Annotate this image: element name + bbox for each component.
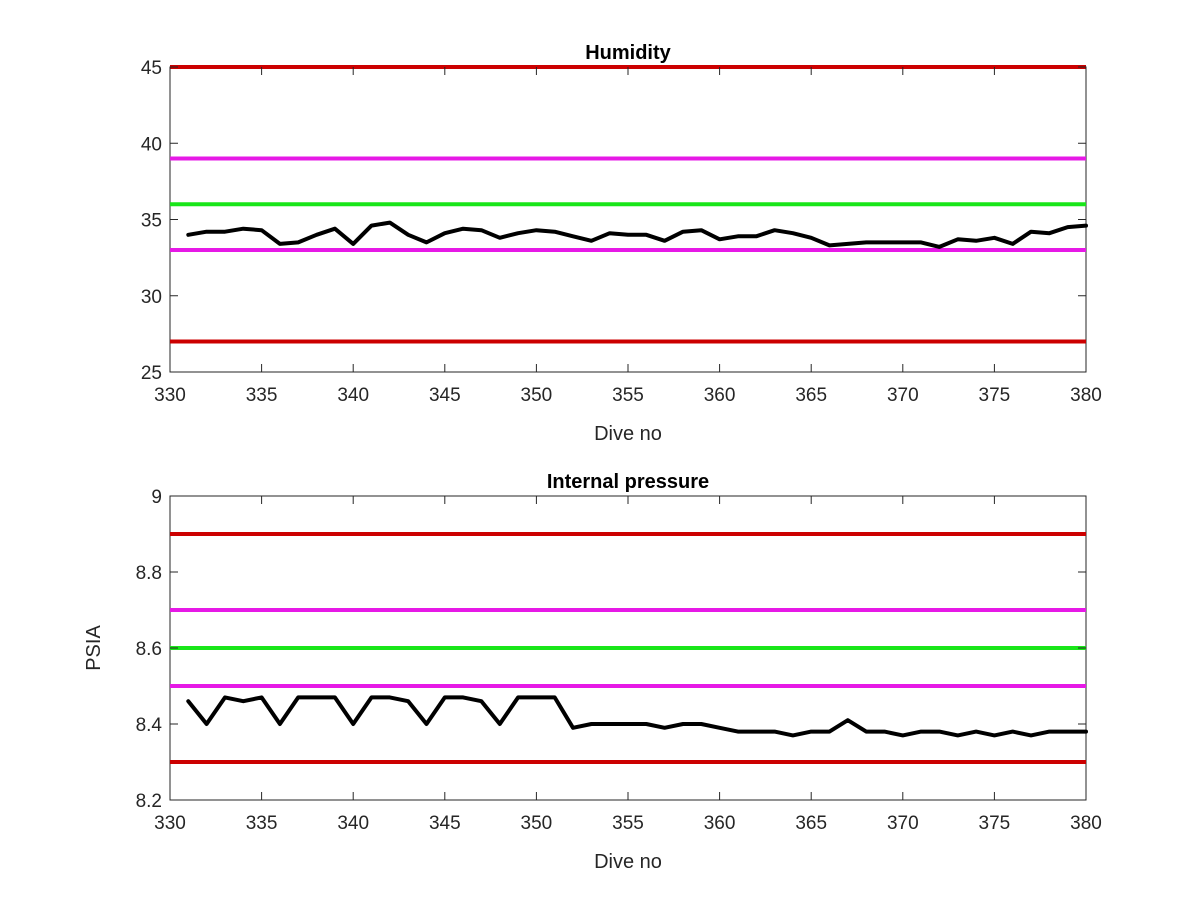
x-tick-label: 355 (612, 813, 644, 834)
y-axis-label: PSIA (83, 625, 105, 671)
x-tick-label: 345 (429, 385, 461, 406)
x-tick-label: 340 (337, 813, 369, 834)
chart-2: 330 335 340 345 350 355 360 365 370 375 380 8.2 8.4 8… (83, 471, 1102, 873)
y-tick-label: 9 (151, 487, 162, 508)
chart-title: Internal pressure (547, 471, 709, 493)
y-tick-label: 8.4 (136, 715, 163, 736)
x-tick-label: 330 (154, 813, 186, 834)
x-tick-label: 380 (1070, 385, 1102, 406)
y-tick-label: 40 (141, 134, 162, 155)
series-line-1 (186, 220, 1088, 249)
x-tick-label: 365 (795, 385, 827, 406)
y-tick-label: 8.2 (136, 791, 162, 812)
y-tick-label: 8.8 (136, 563, 162, 584)
x-axis-label: Dive no (594, 851, 662, 873)
x-axis-label: Dive no (594, 423, 662, 445)
x-tick-label: 375 (979, 385, 1011, 406)
series-line-1 (186, 695, 1088, 738)
x-tick-label: 375 (979, 813, 1011, 834)
x-tick-label: 370 (887, 813, 919, 834)
x-tick-label: 360 (704, 813, 736, 834)
y-tick-label: 30 (141, 287, 162, 308)
plot-area (169, 66, 1087, 373)
x-tick-label: 355 (612, 385, 644, 406)
x-tick-label: 360 (704, 385, 736, 406)
x-tick-label: 335 (246, 813, 278, 834)
x-tick-label: 330 (154, 385, 186, 406)
x-tick-label: 365 (795, 813, 827, 834)
x-tick-label: 350 (521, 385, 553, 406)
chart-1: 330 335 340 345 350 355 360 365 370 375 380 25 30 35 4… (141, 42, 1102, 445)
chart-title: Humidity (585, 42, 671, 64)
y-tick-label: 25 (141, 363, 162, 384)
x-tick-label: 380 (1070, 813, 1102, 834)
x-tick-label: 340 (337, 385, 369, 406)
x-tick-label: 370 (887, 385, 919, 406)
y-tick-label: 35 (141, 211, 162, 232)
y-tick-label: 45 (141, 58, 162, 79)
y-tick-label: 8.6 (136, 639, 162, 660)
x-tick-label: 350 (521, 813, 553, 834)
x-tick-label: 335 (246, 385, 278, 406)
x-tick-label: 345 (429, 813, 461, 834)
